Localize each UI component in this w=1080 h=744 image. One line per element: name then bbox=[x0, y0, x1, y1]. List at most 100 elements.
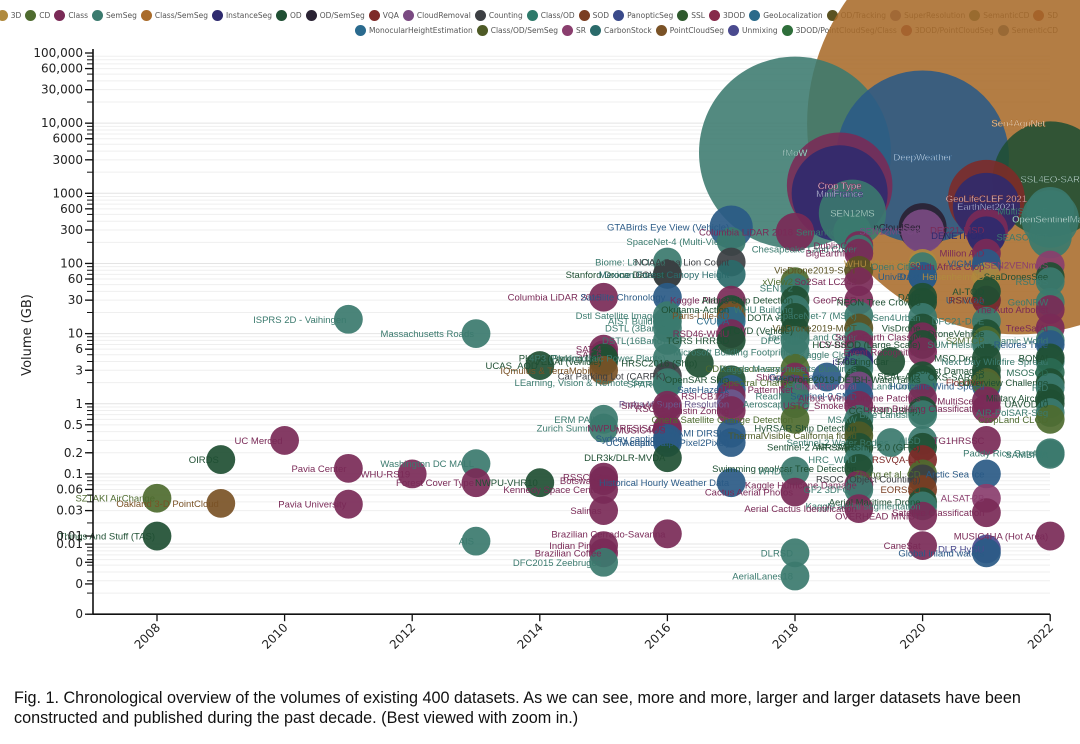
bubble[interactable] bbox=[780, 538, 810, 568]
point-label: DFC2015 Zeebruges bbox=[513, 558, 602, 569]
legend-item[interactable]: CarbonStock bbox=[590, 25, 652, 36]
legend-item[interactable]: PanopticSeg bbox=[613, 10, 673, 21]
legend-item[interactable]: SemSeg bbox=[92, 10, 137, 21]
bubble[interactable] bbox=[589, 282, 618, 312]
bubble[interactable] bbox=[653, 259, 682, 289]
point-label: MUSIC4HA (Hot Area) bbox=[954, 532, 1049, 543]
bubble[interactable] bbox=[780, 561, 810, 591]
legend-item[interactable]: Unmixing bbox=[727, 25, 778, 36]
bubble[interactable] bbox=[589, 496, 618, 525]
bubble[interactable] bbox=[876, 347, 906, 376]
bubble[interactable] bbox=[901, 209, 945, 253]
bubble[interactable] bbox=[461, 319, 491, 348]
bubble[interactable] bbox=[780, 456, 810, 486]
bubble[interactable] bbox=[525, 351, 555, 380]
bubble[interactable] bbox=[812, 362, 842, 392]
point-label: CV-BrCT bbox=[819, 340, 857, 351]
legend-item[interactable]: Class/SemSeg bbox=[140, 10, 208, 21]
bubble[interactable] bbox=[908, 262, 937, 291]
bubble[interactable] bbox=[525, 468, 555, 498]
bubble[interactable] bbox=[1035, 267, 1065, 297]
bubble[interactable] bbox=[908, 501, 937, 531]
bubble[interactable] bbox=[780, 404, 810, 434]
bubble[interactable] bbox=[876, 428, 906, 457]
legend-item[interactable]: Counting bbox=[474, 10, 523, 21]
bubble[interactable] bbox=[206, 488, 236, 518]
bubble[interactable] bbox=[972, 394, 1001, 424]
legend-item[interactable]: Class/OD bbox=[526, 10, 575, 21]
legend-item[interactable]: SR bbox=[562, 25, 586, 36]
point-label: Hurricane Wind Speed bbox=[889, 381, 985, 392]
legend-item[interactable]: SOD bbox=[578, 10, 609, 21]
bubble[interactable] bbox=[589, 475, 618, 504]
bubble[interactable] bbox=[972, 459, 1001, 489]
legend-item[interactable]: MonocularHeightEstimation bbox=[354, 25, 473, 36]
bubble[interactable] bbox=[972, 538, 1001, 568]
bubble[interactable] bbox=[716, 396, 746, 425]
bubble[interactable] bbox=[972, 498, 1001, 528]
bubble[interactable] bbox=[908, 337, 937, 367]
y-axis-label: Volume (GB) bbox=[20, 294, 35, 376]
legend-item[interactable]: InstanceSeg bbox=[211, 10, 272, 21]
point-label: OpenSentinelMap bbox=[1012, 215, 1080, 226]
point-label: GF2 3DFGC bbox=[803, 485, 856, 496]
bubble[interactable] bbox=[972, 276, 1001, 306]
bubble[interactable] bbox=[589, 413, 618, 443]
bubble[interactable] bbox=[206, 445, 236, 474]
bubble[interactable] bbox=[461, 468, 491, 498]
bubble[interactable] bbox=[589, 355, 618, 385]
bubble[interactable] bbox=[653, 443, 682, 473]
bubble[interactable] bbox=[1035, 521, 1065, 551]
point-label: Stanford Drone Dataset bbox=[566, 270, 666, 281]
point-label: MSOSCD bbox=[1006, 368, 1048, 379]
point-label: VisDrone bbox=[882, 324, 921, 335]
legend-item[interactable]: VQA bbox=[368, 10, 399, 21]
bubble[interactable] bbox=[270, 426, 299, 455]
bubble[interactable] bbox=[780, 477, 810, 507]
bubble[interactable] bbox=[844, 494, 874, 524]
bubble[interactable] bbox=[142, 483, 172, 513]
legend-item[interactable]: OD bbox=[276, 10, 302, 21]
bubble[interactable] bbox=[716, 468, 746, 498]
bubble[interactable] bbox=[653, 519, 682, 549]
legend-item[interactable]: GeoLocalization bbox=[749, 10, 823, 21]
bubble[interactable] bbox=[684, 348, 714, 378]
bubble[interactable] bbox=[716, 259, 746, 289]
bubble[interactable] bbox=[775, 212, 815, 252]
bubble[interactable] bbox=[716, 227, 746, 256]
point-label: RSC11 bbox=[635, 404, 665, 415]
point-label: Shipsnet bbox=[756, 373, 793, 384]
bubble[interactable] bbox=[142, 521, 172, 551]
legend-item[interactable]: CloudRemoval bbox=[402, 10, 471, 21]
y-tick-label: 3 bbox=[75, 363, 83, 377]
bubble[interactable] bbox=[908, 400, 937, 430]
bubble[interactable] bbox=[1028, 215, 1072, 259]
bubble[interactable] bbox=[461, 526, 491, 556]
point-label: OVERHEAD MNIST bbox=[835, 512, 921, 523]
bubble[interactable] bbox=[397, 459, 427, 489]
bubble[interactable] bbox=[716, 428, 746, 457]
bubble[interactable] bbox=[1035, 404, 1065, 434]
legend-item[interactable]: OD/SemSeg bbox=[305, 10, 365, 21]
bubble[interactable] bbox=[716, 325, 746, 355]
bubble[interactable] bbox=[972, 426, 1001, 455]
y-tick-label: 600 bbox=[60, 202, 83, 216]
bubble[interactable] bbox=[1035, 439, 1065, 469]
legend-item[interactable]: Class/OD/SemSeg bbox=[476, 25, 558, 36]
legend-item[interactable]: CD bbox=[25, 10, 50, 21]
point-label: SEN1-2 bbox=[760, 283, 793, 294]
legend-item[interactable]: SSL bbox=[677, 10, 705, 21]
point-label: Columbia LiDAR 2018 bbox=[699, 228, 793, 239]
legend-item[interactable]: 3DOD bbox=[708, 10, 745, 21]
bubble[interactable] bbox=[589, 547, 618, 577]
legend-item[interactable]: PointCloudSeg bbox=[655, 25, 724, 36]
legend-item[interactable]: 3D bbox=[0, 10, 21, 21]
bubble[interactable] bbox=[908, 531, 937, 561]
point-label: Salinas bbox=[570, 506, 601, 517]
legend-item[interactable]: Class bbox=[54, 10, 88, 21]
bubble[interactable] bbox=[334, 489, 363, 519]
bubble[interactable] bbox=[334, 453, 363, 483]
bubble[interactable] bbox=[653, 369, 682, 399]
bubble[interactable] bbox=[334, 304, 363, 334]
point-label: EarthNet2021 bbox=[957, 202, 1016, 213]
